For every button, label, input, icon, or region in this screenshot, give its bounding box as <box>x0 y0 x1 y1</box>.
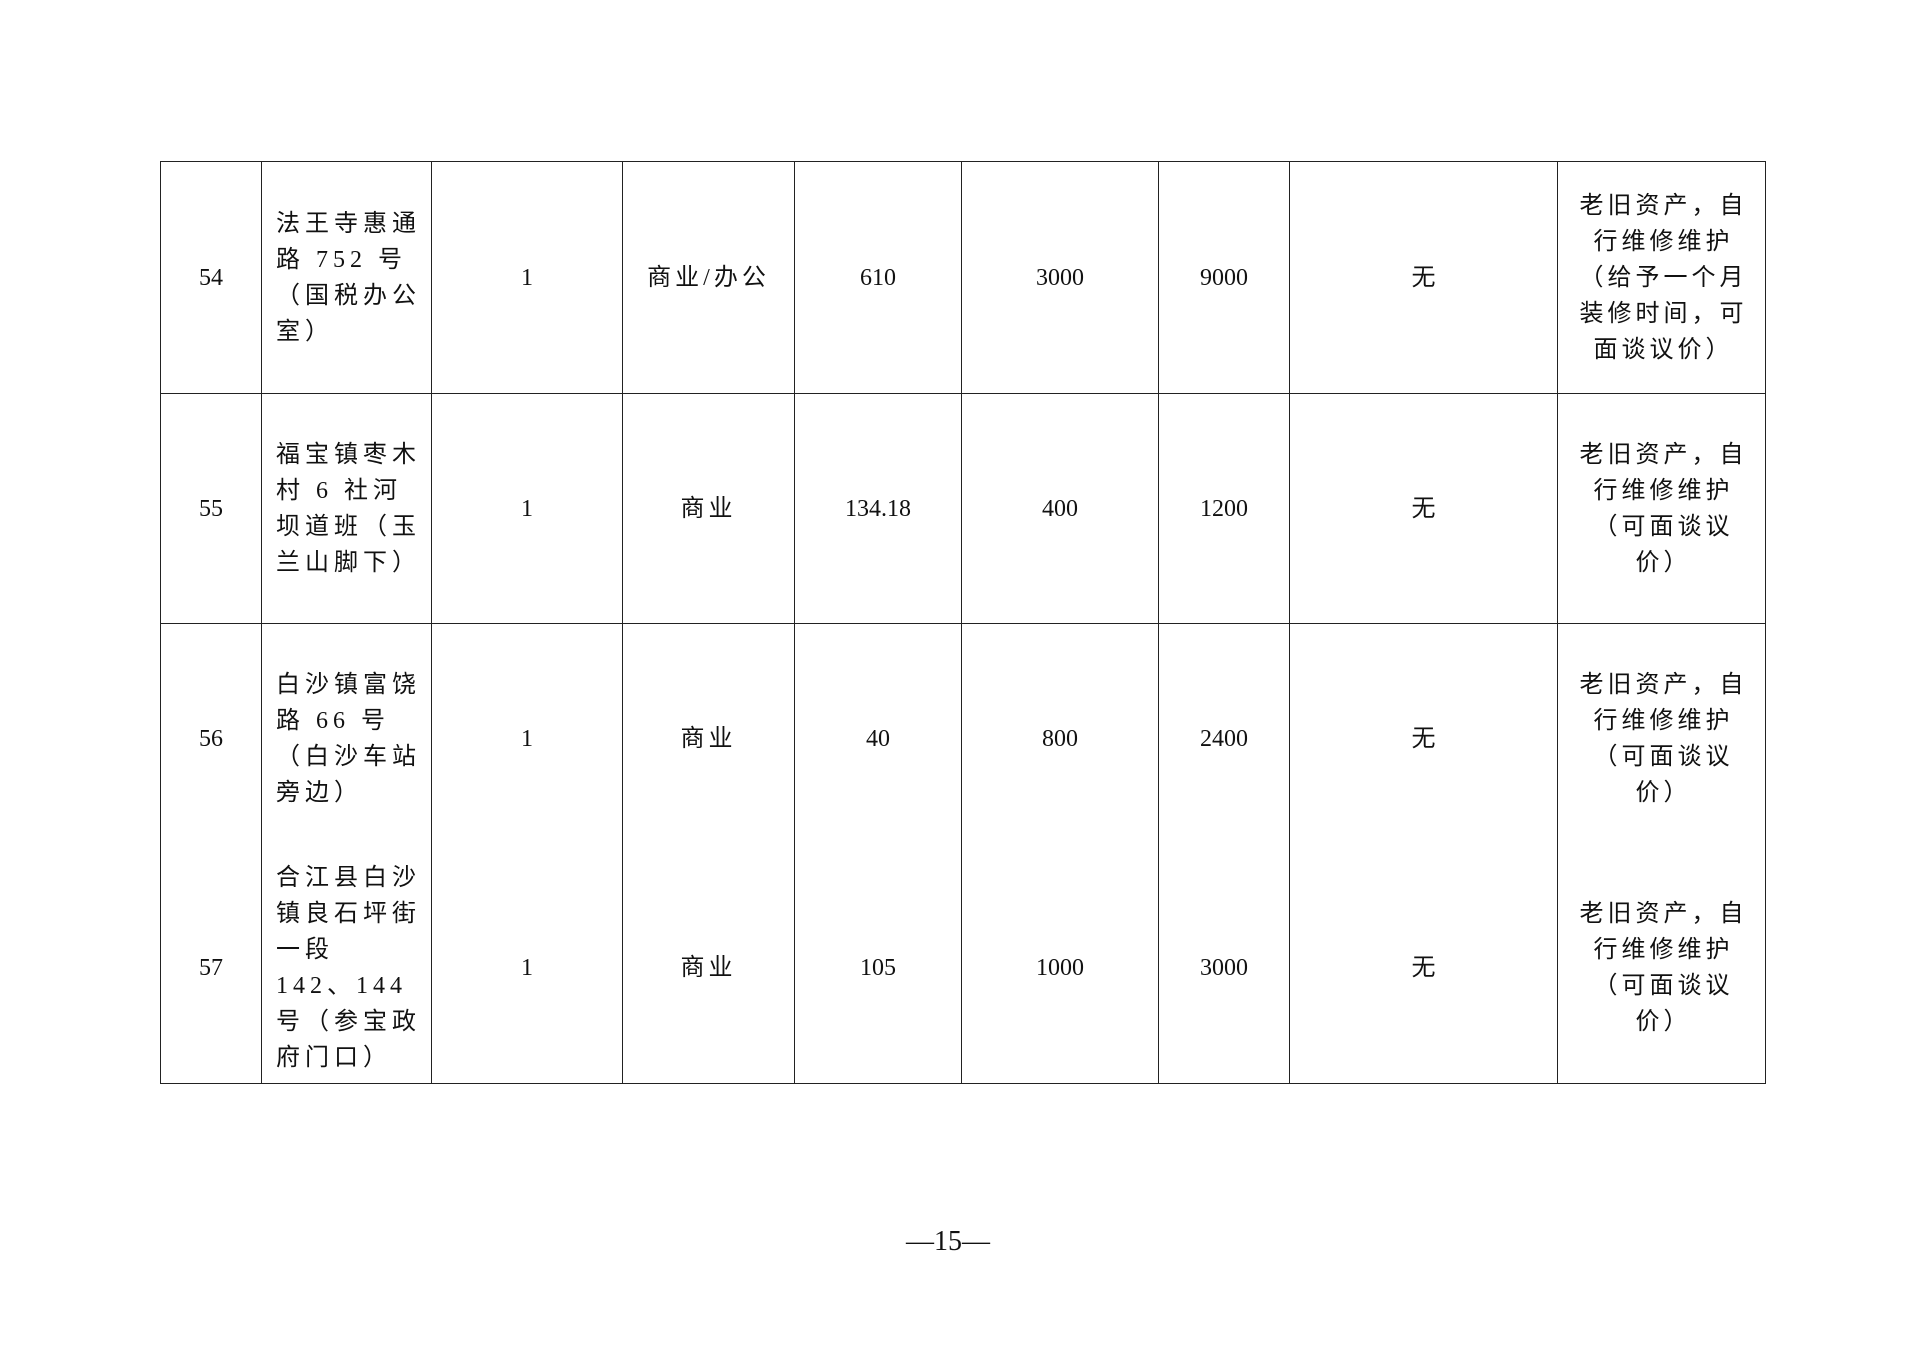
row-number: 54 <box>160 161 262 394</box>
area: 40 <box>794 623 962 854</box>
table-row: 57 合江县白沙镇良石坪街一段 142、144 号（参宝政府门口） 1 商业 1… <box>160 853 1766 1084</box>
row-number: 55 <box>160 393 262 624</box>
price: 3000 <box>961 161 1159 394</box>
area: 105 <box>794 853 962 1084</box>
deposit: 2400 <box>1158 623 1290 854</box>
other: 无 <box>1289 161 1558 394</box>
table-row: 54 法王寺惠通路 752 号（国税办公室） 1 商业/办公 610 3000 … <box>160 161 1766 394</box>
deposit: 3000 <box>1158 853 1290 1084</box>
other: 无 <box>1289 623 1558 854</box>
usage: 商业 <box>622 853 795 1084</box>
note: 老旧资产，自行维修维护（可面谈议价） <box>1557 393 1766 624</box>
row-number: 57 <box>160 853 262 1084</box>
table-row: 56 白沙镇富饶路 66 号（白沙车站旁边） 1 商业 40 800 2400 … <box>160 623 1766 854</box>
usage: 商业 <box>622 393 795 624</box>
deposit: 1200 <box>1158 393 1290 624</box>
address: 法王寺惠通路 752 号（国税办公室） <box>261 161 432 394</box>
quantity: 1 <box>431 393 623 624</box>
area: 134.18 <box>794 393 962 624</box>
quantity: 1 <box>431 623 623 854</box>
page-number: —15— <box>906 1226 990 1257</box>
quantity: 1 <box>431 853 623 1084</box>
other: 无 <box>1289 393 1558 624</box>
usage: 商业 <box>622 623 795 854</box>
usage: 商业/办公 <box>622 161 795 394</box>
row-number: 56 <box>160 623 262 854</box>
other: 无 <box>1289 853 1558 1084</box>
price: 800 <box>961 623 1159 854</box>
note: 老旧资产，自行维修维护（给予一个月装修时间，可面谈议价） <box>1557 161 1766 394</box>
price: 1000 <box>961 853 1159 1084</box>
address: 合江县白沙镇良石坪街一段 142、144 号（参宝政府门口） <box>261 853 432 1084</box>
price: 400 <box>961 393 1159 624</box>
table-row: 55 福宝镇枣木村 6 社河坝道班（玉兰山脚下） 1 商业 134.18 400… <box>160 393 1766 624</box>
property-table: 54 法王寺惠通路 752 号（国税办公室） 1 商业/办公 610 3000 … <box>160 161 1766 1084</box>
deposit: 9000 <box>1158 161 1290 394</box>
address: 白沙镇富饶路 66 号（白沙车站旁边） <box>261 623 432 854</box>
area: 610 <box>794 161 962 394</box>
note: 老旧资产，自行维修维护（可面谈议价） <box>1557 853 1766 1084</box>
address: 福宝镇枣木村 6 社河坝道班（玉兰山脚下） <box>261 393 432 624</box>
note: 老旧资产，自行维修维护（可面谈议价） <box>1557 623 1766 854</box>
quantity: 1 <box>431 161 623 394</box>
